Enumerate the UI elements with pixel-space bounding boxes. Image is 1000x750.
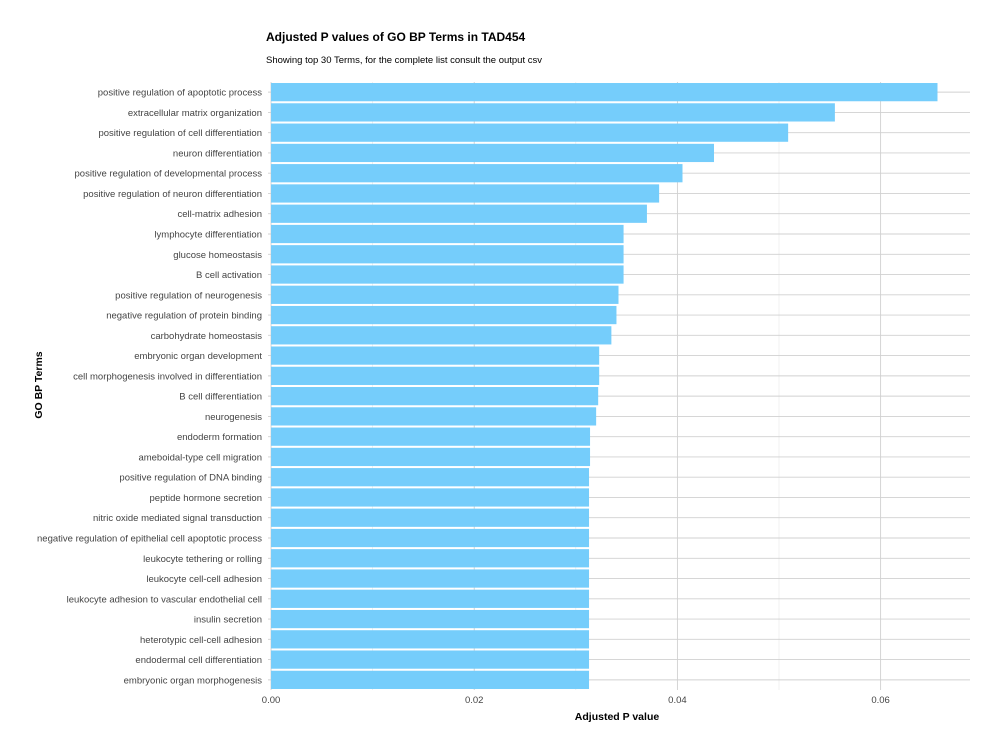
bar (271, 224, 624, 244)
category-label: nitric oxide mediated signal transductio… (93, 513, 262, 524)
bar (271, 447, 591, 467)
category-label: endoderm formation (177, 432, 262, 443)
bar (271, 366, 600, 385)
category-label: carbohydrate homeostasis (151, 331, 263, 342)
bar (271, 143, 714, 163)
category-label: peptide hormone secretion (150, 493, 263, 504)
bar (271, 184, 660, 203)
category-label: positive regulation of apoptotic process (98, 88, 262, 99)
bar (271, 427, 591, 446)
category-label: heterotypic cell-cell adhesion (140, 635, 262, 646)
bar (271, 650, 590, 669)
category-label: glucose homeostasis (173, 250, 262, 261)
category-label: positive regulation of DNA binding (119, 473, 262, 484)
category-labels: positive regulation of apoptotic process… (37, 88, 262, 687)
category-label: B cell activation (196, 270, 262, 281)
category-label: neuron differentiation (173, 148, 262, 159)
x-tick-label: 0.02 (465, 695, 484, 706)
bar (271, 549, 590, 568)
bar (271, 569, 590, 588)
bar (271, 204, 647, 223)
category-label: negative regulation of epithelial cell a… (37, 534, 262, 545)
category-label: leukocyte tethering or rolling (143, 554, 262, 565)
category-label: positive regulation of neurogenesis (115, 290, 262, 301)
x-tick-label: 0.06 (871, 695, 890, 706)
category-label: embryonic organ development (134, 351, 262, 362)
category-label: ameboidal-type cell migration (138, 452, 262, 463)
bar (271, 83, 938, 102)
category-label: leukocyte adhesion to vascular endotheli… (67, 594, 262, 605)
x-tick-label: 0.04 (668, 695, 687, 706)
category-label: cell-matrix adhesion (178, 209, 262, 220)
chart-title: Adjusted P values of GO BP Terms in TAD4… (266, 30, 526, 44)
bar (271, 245, 624, 264)
bar (271, 670, 590, 689)
bar (271, 285, 619, 304)
category-label: extracellular matrix organization (128, 108, 262, 119)
category-label: embryonic organ morphogenesis (124, 675, 263, 686)
bar (271, 305, 617, 325)
bar (271, 387, 599, 406)
bar (271, 164, 683, 183)
bar (271, 488, 590, 507)
category-label: cell morphogenesis involved in different… (73, 371, 262, 382)
category-label: insulin secretion (194, 615, 262, 626)
x-tick-label: 0.00 (262, 695, 281, 706)
bar (271, 609, 590, 629)
x-axis-label: Adjusted P value (575, 711, 660, 723)
x-tick-labels: 0.00 0.02 0.04 0.06 (262, 695, 890, 706)
category-label: negative regulation of protein binding (106, 311, 262, 322)
bars (271, 83, 938, 689)
category-label: positive regulation of neuron differenti… (83, 189, 262, 200)
bar (271, 103, 835, 122)
bar (271, 407, 597, 426)
bar (271, 468, 590, 487)
y-axis-label: GO BP Terms (33, 351, 45, 418)
bar (271, 123, 789, 142)
category-label: leukocyte cell-cell adhesion (146, 574, 262, 585)
category-label: neurogenesis (205, 412, 262, 423)
category-label: endodermal cell differentiation (135, 655, 262, 666)
bar (271, 589, 590, 608)
category-label: B cell differentiation (179, 392, 262, 403)
chart-subtitle: Showing top 30 Terms, for the complete l… (266, 55, 542, 66)
category-label: lymphocyte differentiation (154, 230, 262, 241)
category-label: positive regulation of developmental pro… (75, 169, 263, 180)
bar (271, 326, 612, 345)
bar (271, 508, 590, 527)
bar (271, 265, 624, 284)
bar (271, 346, 600, 365)
bar (271, 528, 590, 548)
category-label: positive regulation of cell differentiat… (98, 128, 262, 139)
bar (271, 630, 590, 649)
